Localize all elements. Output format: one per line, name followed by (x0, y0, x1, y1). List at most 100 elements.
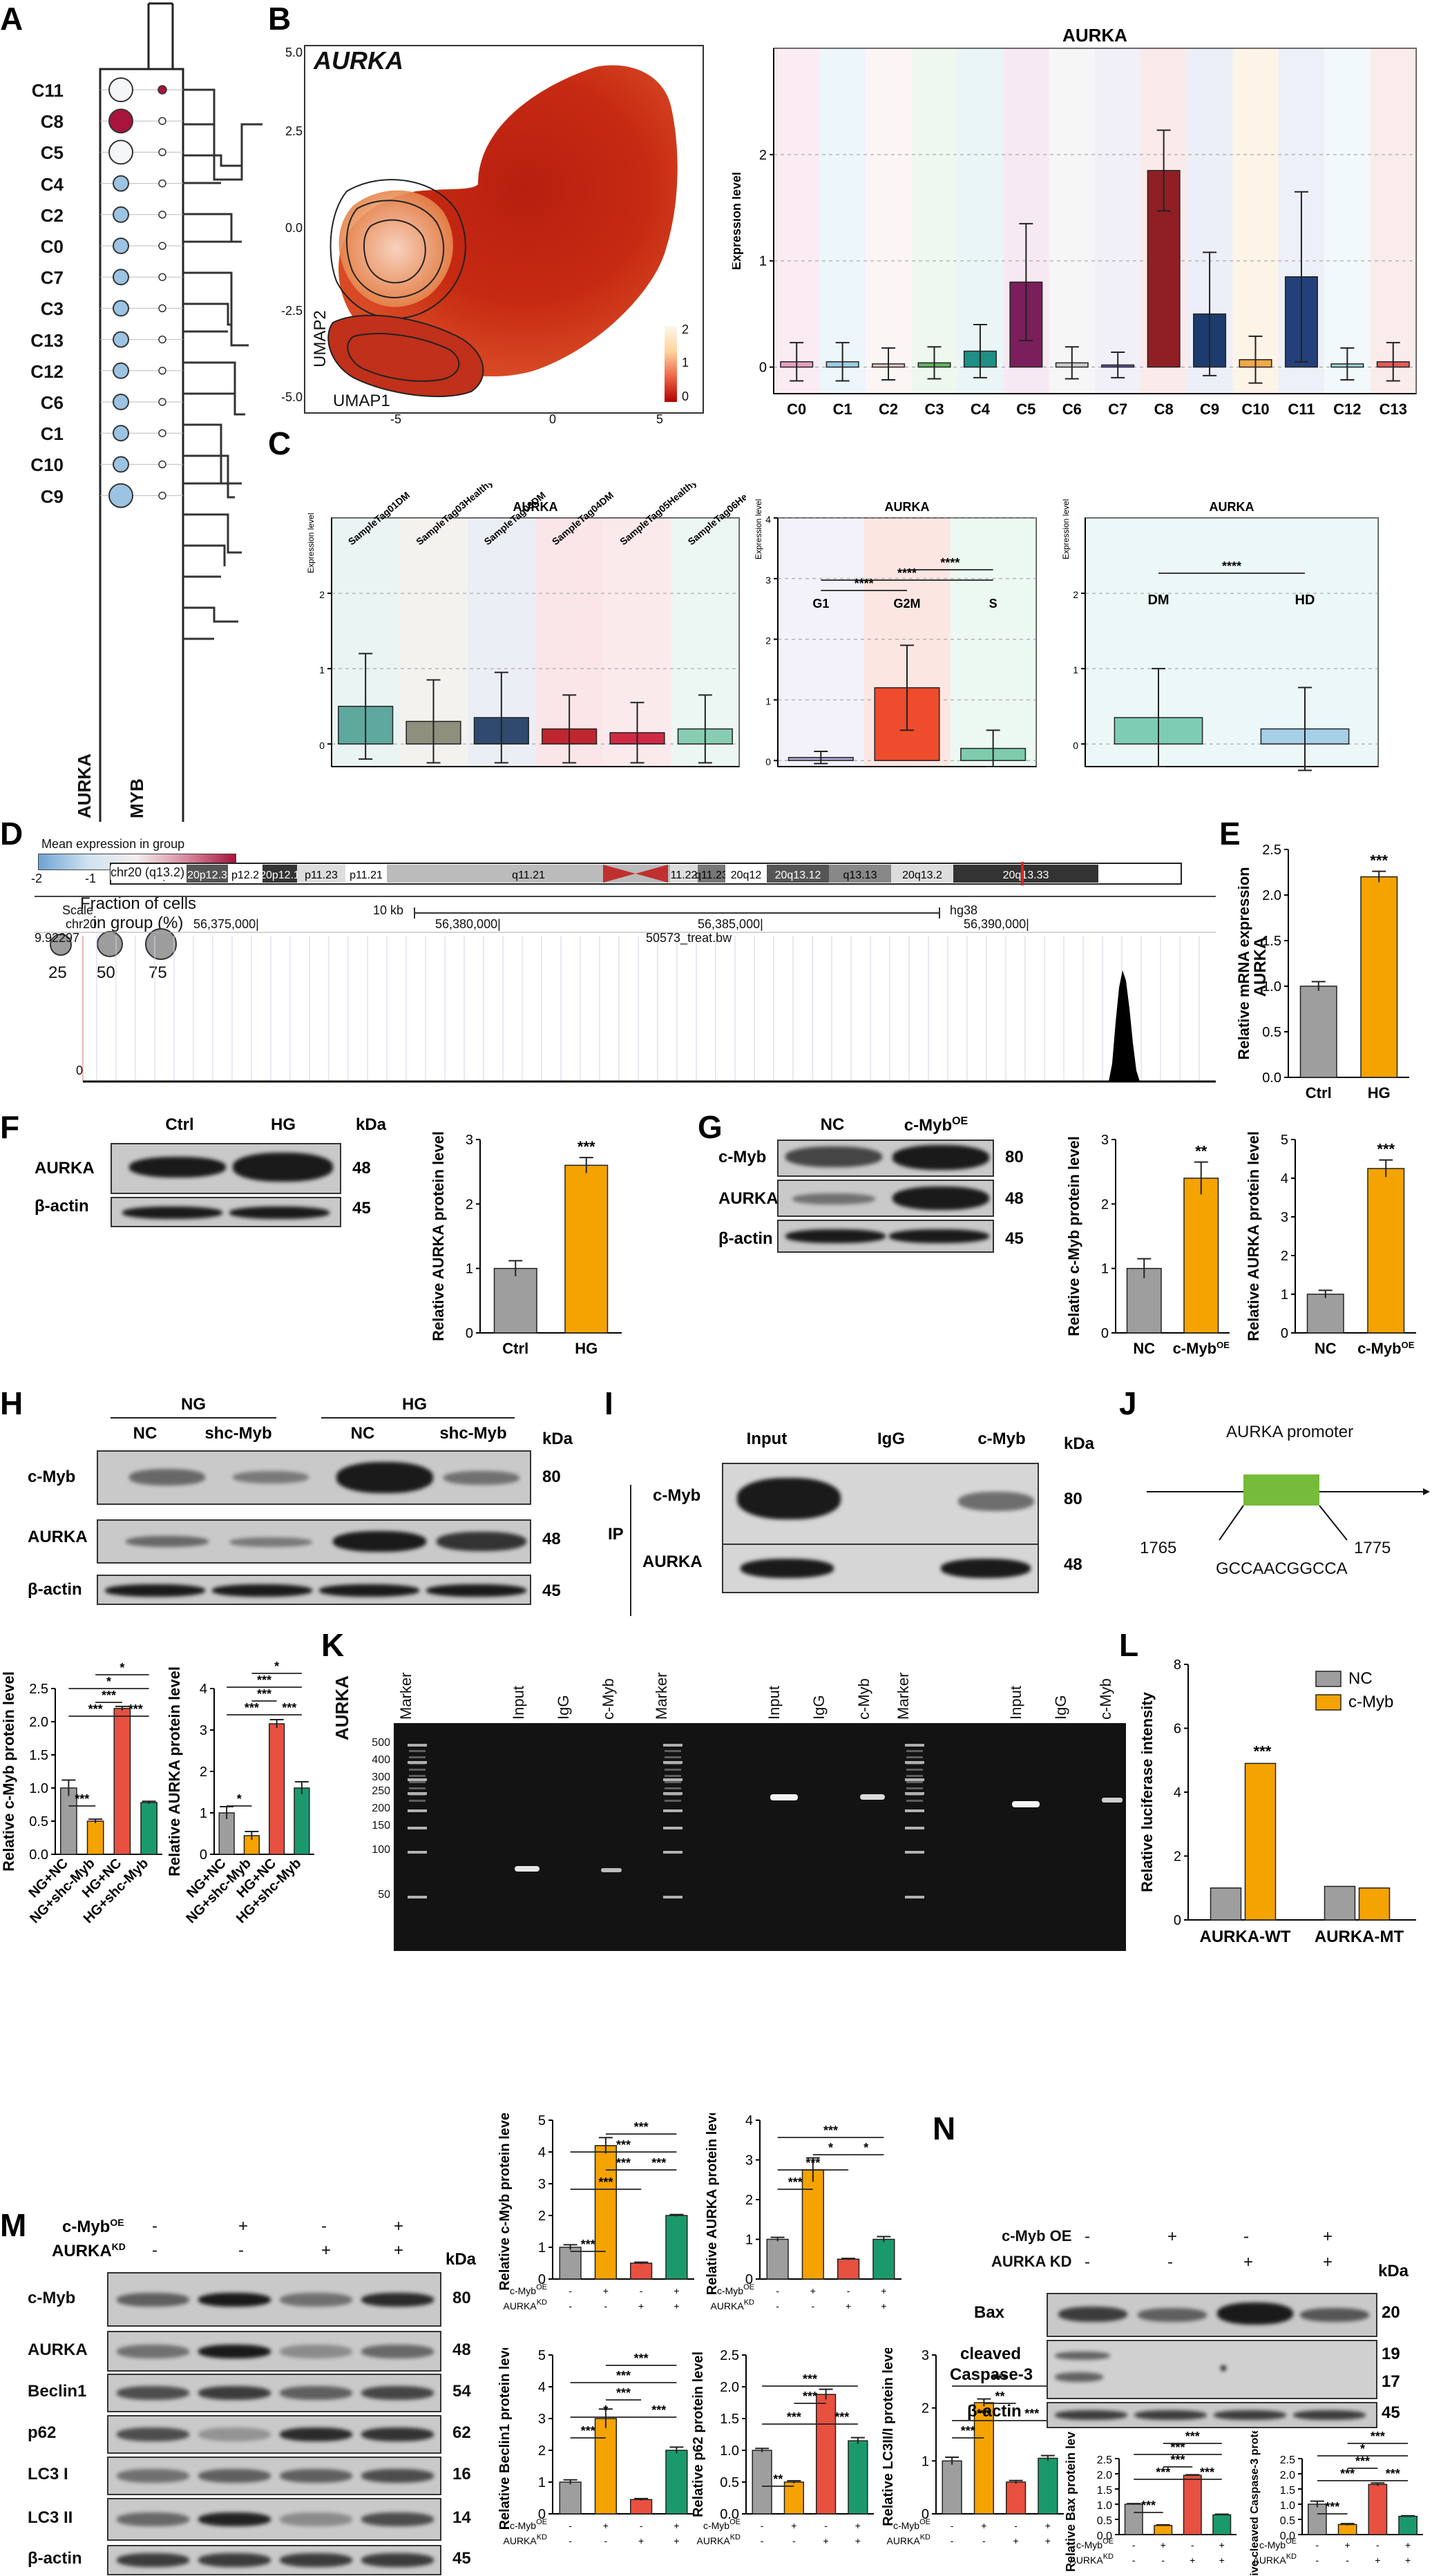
sig-label: *** (961, 2424, 975, 2438)
condition-sign: - (1132, 2555, 1136, 2566)
condition-sup: KD (920, 2533, 930, 2541)
n-row-bax: Bax (974, 2303, 1005, 2322)
bar-chart-e: 0.0 0.5 1.0 1.5 2.0 2.5 Relative mRNA expressi… (1237, 843, 1409, 1102)
sig-label: **** (897, 566, 917, 580)
i-row: c-Myb (653, 1486, 701, 1505)
chr-label: chr20: (66, 917, 101, 931)
bar (294, 1787, 310, 1855)
condition-sign: + (1405, 2555, 1411, 2566)
sig-label: *** (616, 2138, 631, 2152)
h-blot-actin (97, 1575, 531, 1605)
condition-sign: + (638, 2300, 644, 2311)
y-tick-label: 5 (1281, 1133, 1288, 1148)
myb-dot (158, 460, 166, 469)
y-tick-label: 0 (319, 740, 325, 751)
aurka-dot (113, 456, 129, 473)
aurka-dot (113, 362, 129, 379)
bar-chart-n2: 0.0 0.5 1.0 1.5 2.0 2.5 Relative cleaved Caspa… (1249, 2431, 1423, 2576)
g-col-cmyb-sup: OE (952, 1115, 968, 1127)
y-tick-label: 0 (922, 2507, 929, 2522)
y-tick-label: 1 (319, 664, 325, 675)
sig-label: ** (773, 2472, 783, 2486)
band (1214, 2410, 1286, 2420)
condition-sign: + (855, 2535, 861, 2546)
condition-label: AURKAKD (1252, 2553, 1297, 2566)
band (122, 1207, 222, 1219)
bar (140, 1802, 157, 1855)
condition-sign: + (846, 2300, 851, 2311)
g-kda: 45 (1005, 1229, 1024, 1248)
m-blot-c-myb (107, 2272, 441, 2327)
i-blot-cmyb (722, 1463, 1039, 1545)
lane-label: IgG (1052, 1695, 1069, 1720)
condition-label: AURKAKD (1069, 2553, 1114, 2566)
band (785, 1229, 886, 1243)
y-axis-label: Relative luciferase intensity (1138, 1691, 1156, 1892)
chromosome-band-label: p12.2 (231, 869, 259, 881)
f-blot-actin (111, 1197, 341, 1227)
scale-label: Scale (62, 903, 94, 917)
band (117, 2344, 189, 2358)
y-tick-label: 0 (1073, 740, 1078, 751)
category-label: C8 (1154, 401, 1174, 418)
m-row-label: β-actin (28, 2549, 82, 2568)
sig-label: *** (823, 2124, 838, 2137)
condition-sup: KD (1286, 2553, 1297, 2561)
y-axis-label: Relative AURKA protein level (430, 1131, 447, 1341)
bar (837, 2258, 860, 2280)
cluster-label: C9 (40, 486, 64, 507)
chromosome-band-label: 20p12.3 (187, 869, 227, 881)
category-label: DM (1147, 593, 1169, 608)
chromosome-band (698, 865, 725, 883)
sig-label: *** (598, 2175, 613, 2189)
condition-label: c-MybOE (510, 2283, 547, 2296)
n-kda: 19 (1382, 2345, 1400, 2363)
ladder-band (905, 1809, 924, 1812)
y-tick-label: 0 (765, 756, 771, 767)
sig-label: **** (855, 577, 874, 590)
y-axis-label: Relative AURKA protein level (705, 2113, 720, 2295)
sig-label: *** (102, 1689, 116, 1702)
chromosome-band (187, 865, 228, 883)
cluster-label: C2 (40, 204, 64, 226)
sig-label: *** (1355, 2454, 1370, 2468)
ladder-band (663, 1896, 682, 1899)
condition-sup: KD (537, 2533, 547, 2541)
bar (559, 2247, 582, 2280)
condition-sup: OE (729, 2518, 741, 2526)
h-col: NC (133, 1424, 157, 1443)
y-tick-label: 3 (922, 2348, 929, 2363)
significance-label: ** (1195, 1143, 1207, 1160)
cluster-label: C13 (30, 329, 64, 351)
band (198, 2386, 271, 2400)
ladder-band (665, 1769, 681, 1771)
lane-label: IgG (555, 1695, 572, 1720)
sig-label: *** (651, 2403, 666, 2417)
bar (1360, 876, 1398, 1078)
condition-sign: - (152, 2241, 157, 2260)
y-tick-label: 2 (1101, 1197, 1109, 1212)
y-tick-label: 1.5 (29, 1748, 48, 1763)
n-row-actin: β-actin (967, 2402, 1022, 2421)
umap-colorbar-tick: 0 (682, 390, 689, 403)
cluster-label: C3 (40, 298, 64, 320)
centromere-right (636, 865, 668, 883)
legend-swatch (1315, 1694, 1342, 1711)
sig-label: **** (940, 556, 960, 570)
bar-chart-b2: 0 1 2 Expression level AURKA C0 C1 C2 C3 C4 C5 C6 C7… (732, 25, 1417, 418)
y-tick-label: 2 (922, 2401, 929, 2416)
chromosome-band (891, 865, 953, 883)
y-tick-label: 3 (200, 1723, 207, 1738)
umap2-label: UMAP2 (311, 310, 330, 367)
condition-sign: - (951, 2520, 954, 2531)
bar (1299, 986, 1337, 1078)
binding-site-box (1243, 1474, 1319, 1506)
g-blot-actin (777, 1220, 994, 1253)
aurka-dot (113, 238, 129, 254)
condition-sign: + (1243, 2253, 1254, 2271)
umap-ytick: 0.0 (285, 221, 303, 235)
condition-sign: + (823, 2535, 829, 2546)
y-tick-label: 3 (466, 1133, 473, 1148)
size-legend-title: Fraction of cells in group (%) (48, 894, 228, 933)
